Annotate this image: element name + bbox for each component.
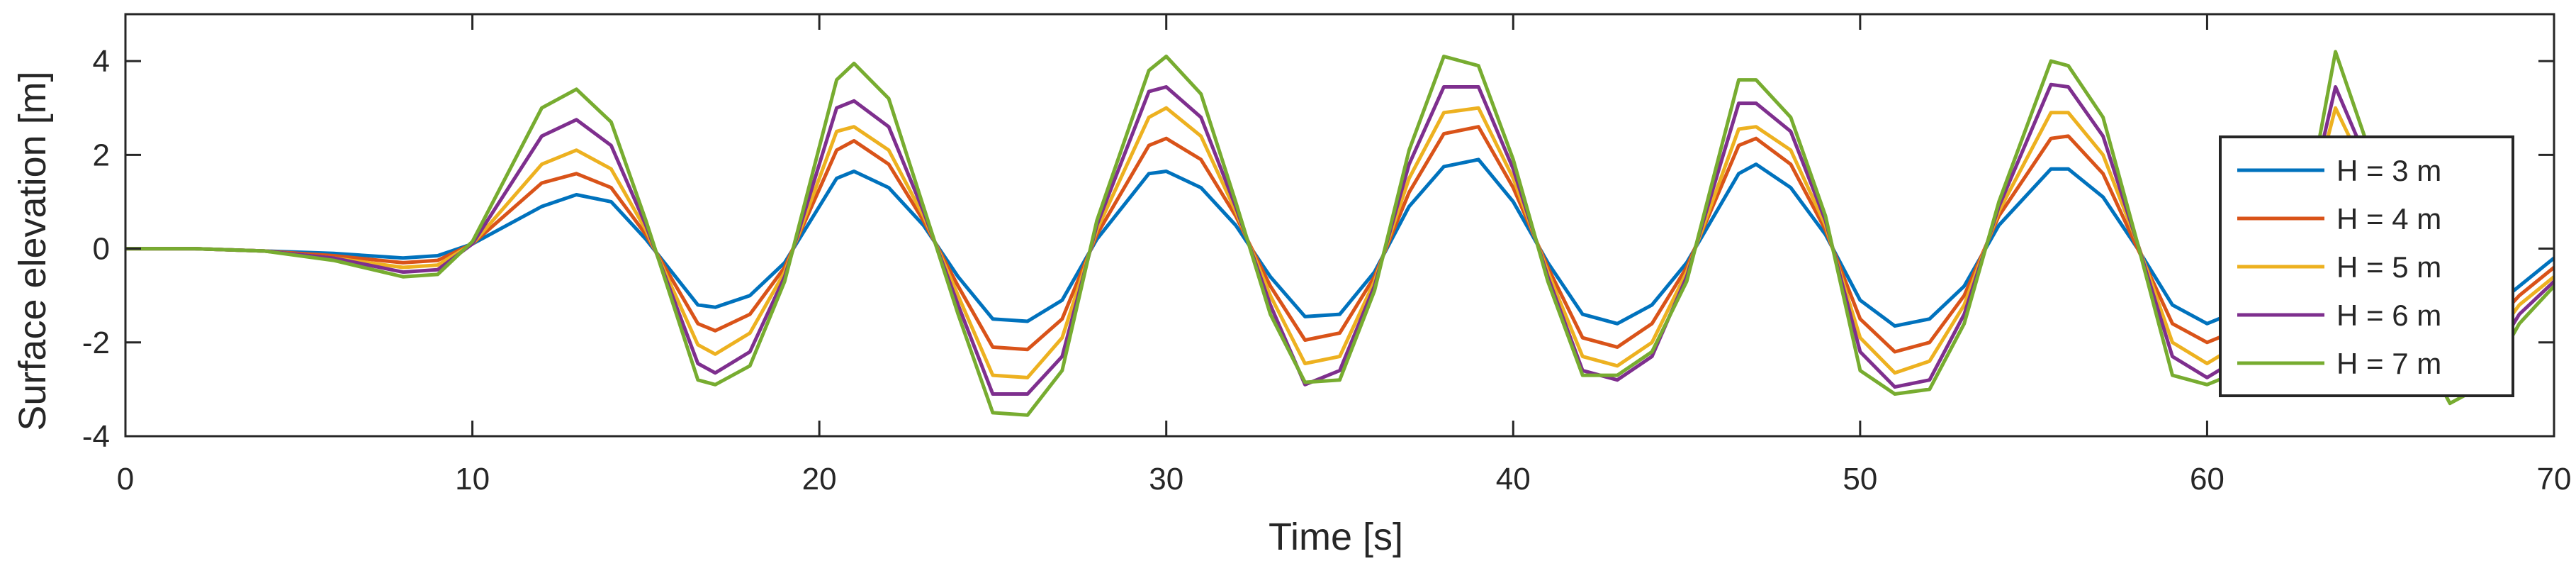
legend: H = 3 m H = 4 m H = 5 m H = 6 m H = 7 m (2219, 135, 2514, 397)
x-axis-label: Time [s] (1269, 516, 1403, 558)
y-tick-label: 0 (93, 232, 110, 267)
y-axis-label: Surface elevation [m] (11, 71, 54, 431)
x-tick-label: 10 (455, 462, 490, 496)
legend-label-5: H = 7 m (2336, 347, 2441, 380)
y-tick-label: -2 (82, 326, 110, 360)
y-tick-label: -4 (82, 419, 110, 454)
series-line-5 (125, 50, 2554, 417)
x-tick-label: 40 (1496, 462, 1531, 496)
plot-area: 0 10 20 30 40 50 60 70 -4 -2 0 2 4 (82, 13, 2572, 496)
y-tick-label: 4 (93, 44, 110, 79)
x-tick-label: 30 (1149, 462, 1183, 496)
x-tick-label: 60 (2190, 462, 2225, 496)
series-line-4 (125, 82, 2554, 396)
legend-label-3: H = 5 m (2336, 250, 2441, 284)
series-line-3 (125, 106, 2554, 379)
legend-label-1: H = 3 m (2336, 154, 2441, 187)
x-tick-label: 0 (117, 462, 134, 496)
series-line-1 (125, 157, 2554, 328)
x-tick-label: 70 (2537, 462, 2572, 496)
legend-label-2: H = 4 m (2336, 202, 2441, 235)
series-lines (125, 50, 2554, 417)
legend-label-4: H = 6 m (2336, 299, 2441, 332)
axes-box (124, 13, 2555, 438)
series-line-2 (125, 125, 2554, 354)
x-tick-label: 20 (802, 462, 837, 496)
x-tick-label: 50 (1843, 462, 1877, 496)
y-tick-label: 2 (93, 138, 110, 172)
